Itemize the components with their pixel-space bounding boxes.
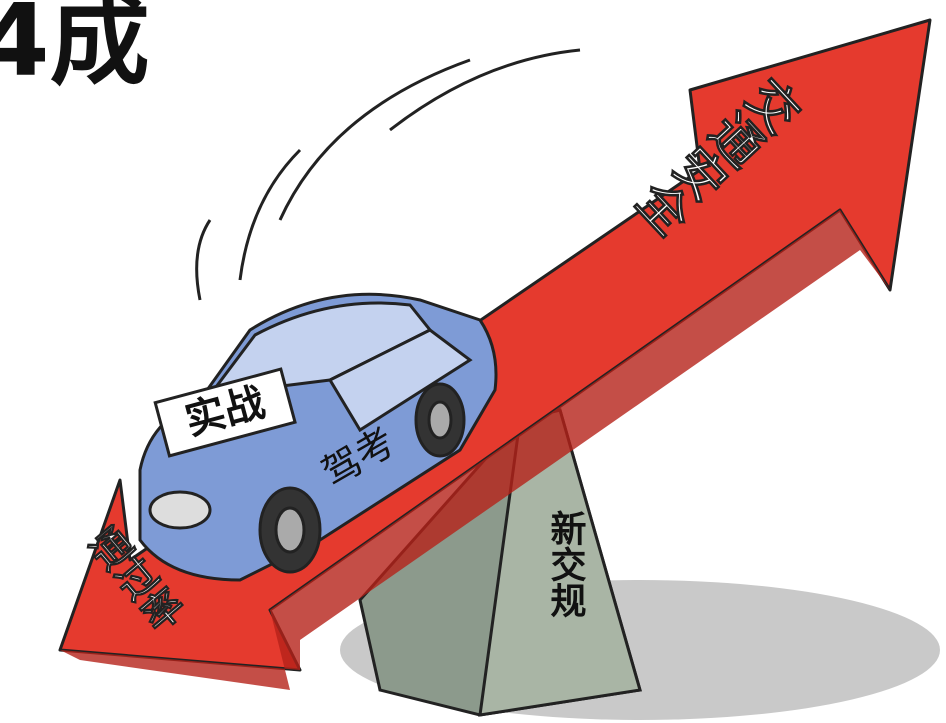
car: 实战 驾考 — [138, 292, 498, 582]
motion-lines — [195, 48, 581, 301]
headline: 4成 — [0, 0, 150, 99]
arrow-shade — [60, 210, 890, 690]
fulcrum-label: 新交规 — [545, 510, 587, 618]
